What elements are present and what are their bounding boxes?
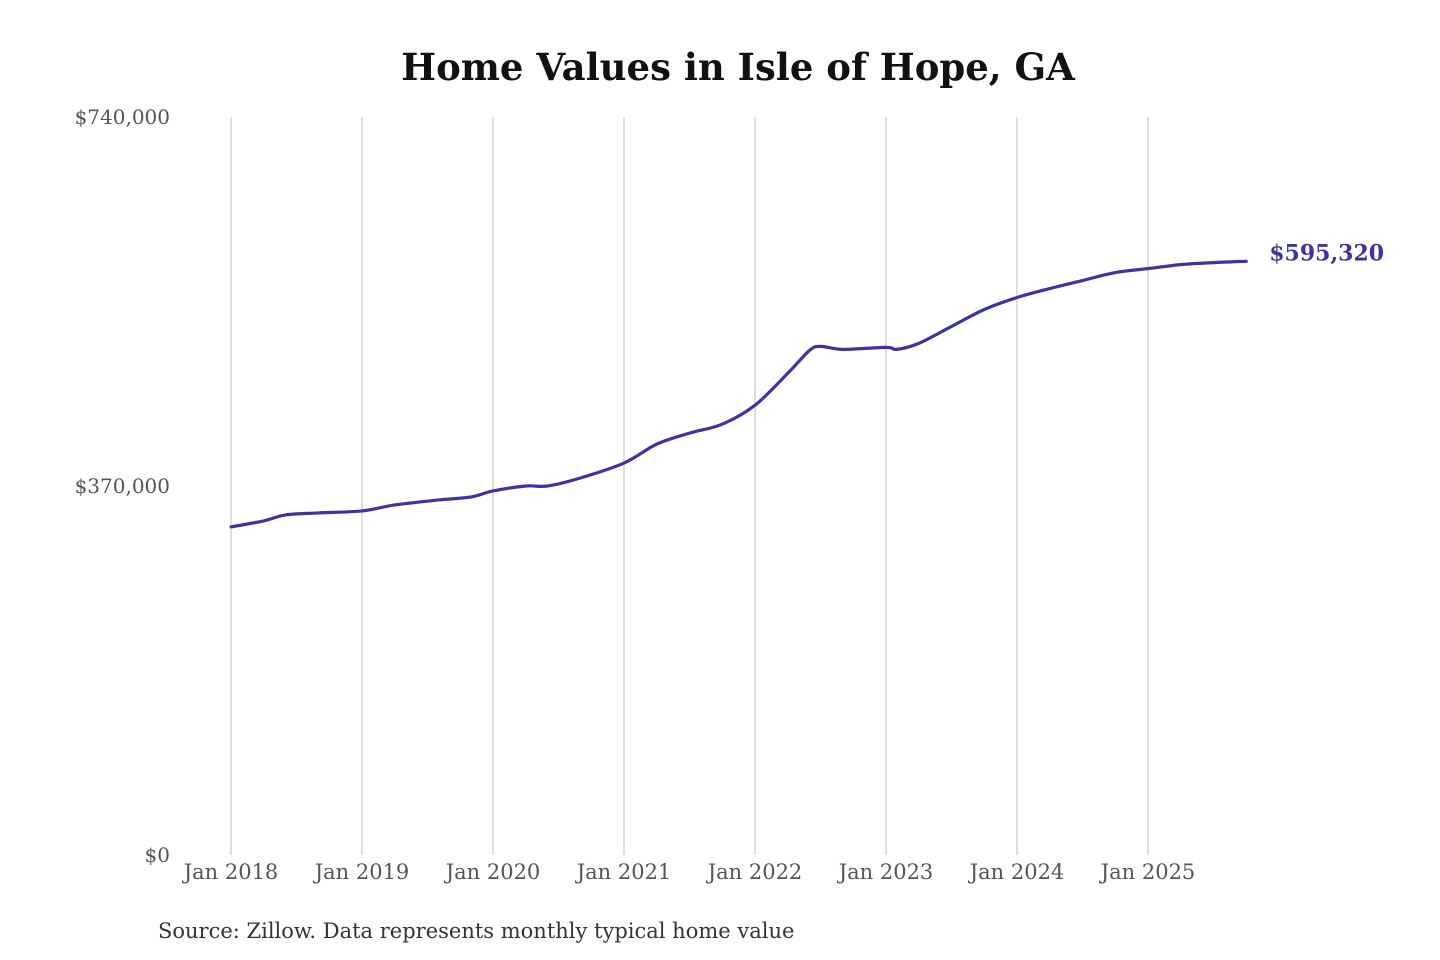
x-tick-label: Jan 2022 [706,860,803,884]
x-tick-label: Jan 2023 [837,860,934,884]
x-tick-label: Jan 2025 [1099,860,1196,884]
x-tick-label: Jan 2024 [968,860,1065,884]
series-line-home-value [229,259,1248,529]
y-tick-label: $370,000 [75,474,170,498]
x-tick-label: Jan 2019 [313,860,410,884]
chart-title: Home Values in Isle of Hope, GA [401,45,1076,89]
x-tick-label: Jan 2021 [575,860,672,884]
end-value-label: $595,320 [1269,240,1384,266]
x-tick-label: Jan 2020 [444,860,541,884]
source-note: Source: Zillow. Data represents monthly … [158,919,794,943]
y-tick-label: $740,000 [75,105,170,129]
x-tick-label: Jan 2018 [182,860,279,884]
y-tick-label: $0 [145,843,170,867]
